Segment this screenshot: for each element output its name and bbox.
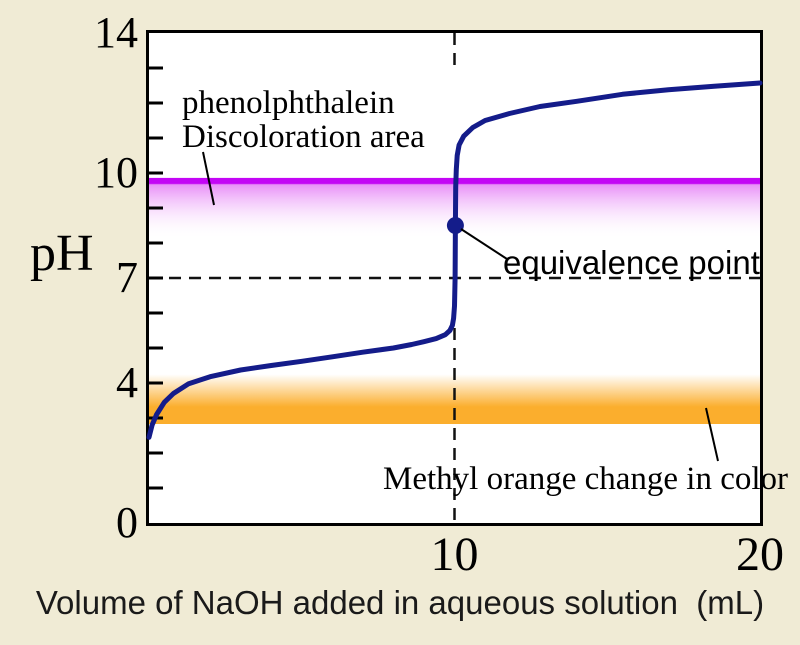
phenolphthalein-label-line1: phenolphthalein <box>182 85 395 121</box>
plot-area: phenolphthalein Discoloration area equiv… <box>146 30 788 526</box>
methyl-orange-pointer-line <box>705 407 719 462</box>
equivalence-point-label: equivalence point <box>503 244 760 281</box>
y-tick-label-4: 4 <box>116 358 138 407</box>
x-tick-label-10: 10 <box>430 528 479 581</box>
x-axis-title: Volume of NaOH added in aqueous solution… <box>35 584 765 621</box>
equivalence-point-marker <box>446 217 464 234</box>
titration-curve <box>146 80 763 440</box>
y-tick-label-14: 14 <box>94 8 138 57</box>
phenolphthalein-label-line2: Discoloration area <box>182 119 425 155</box>
y-tick-label-0: 0 <box>116 498 138 547</box>
x-tick-label-20: 20 <box>736 528 784 581</box>
methyl-orange-label: Methyl orange change in color <box>383 461 789 497</box>
phenolphthalein-label: phenolphthalein Discoloration area <box>182 86 425 154</box>
phenolphthalein-pointer-line <box>202 151 215 206</box>
y-tick-label-10: 10 <box>94 148 138 197</box>
y-axis-title: pH <box>30 225 94 282</box>
plot-canvas <box>146 33 763 523</box>
y-tick-label-7: 7 <box>116 253 138 302</box>
equivalence-pointer-line <box>460 228 508 260</box>
